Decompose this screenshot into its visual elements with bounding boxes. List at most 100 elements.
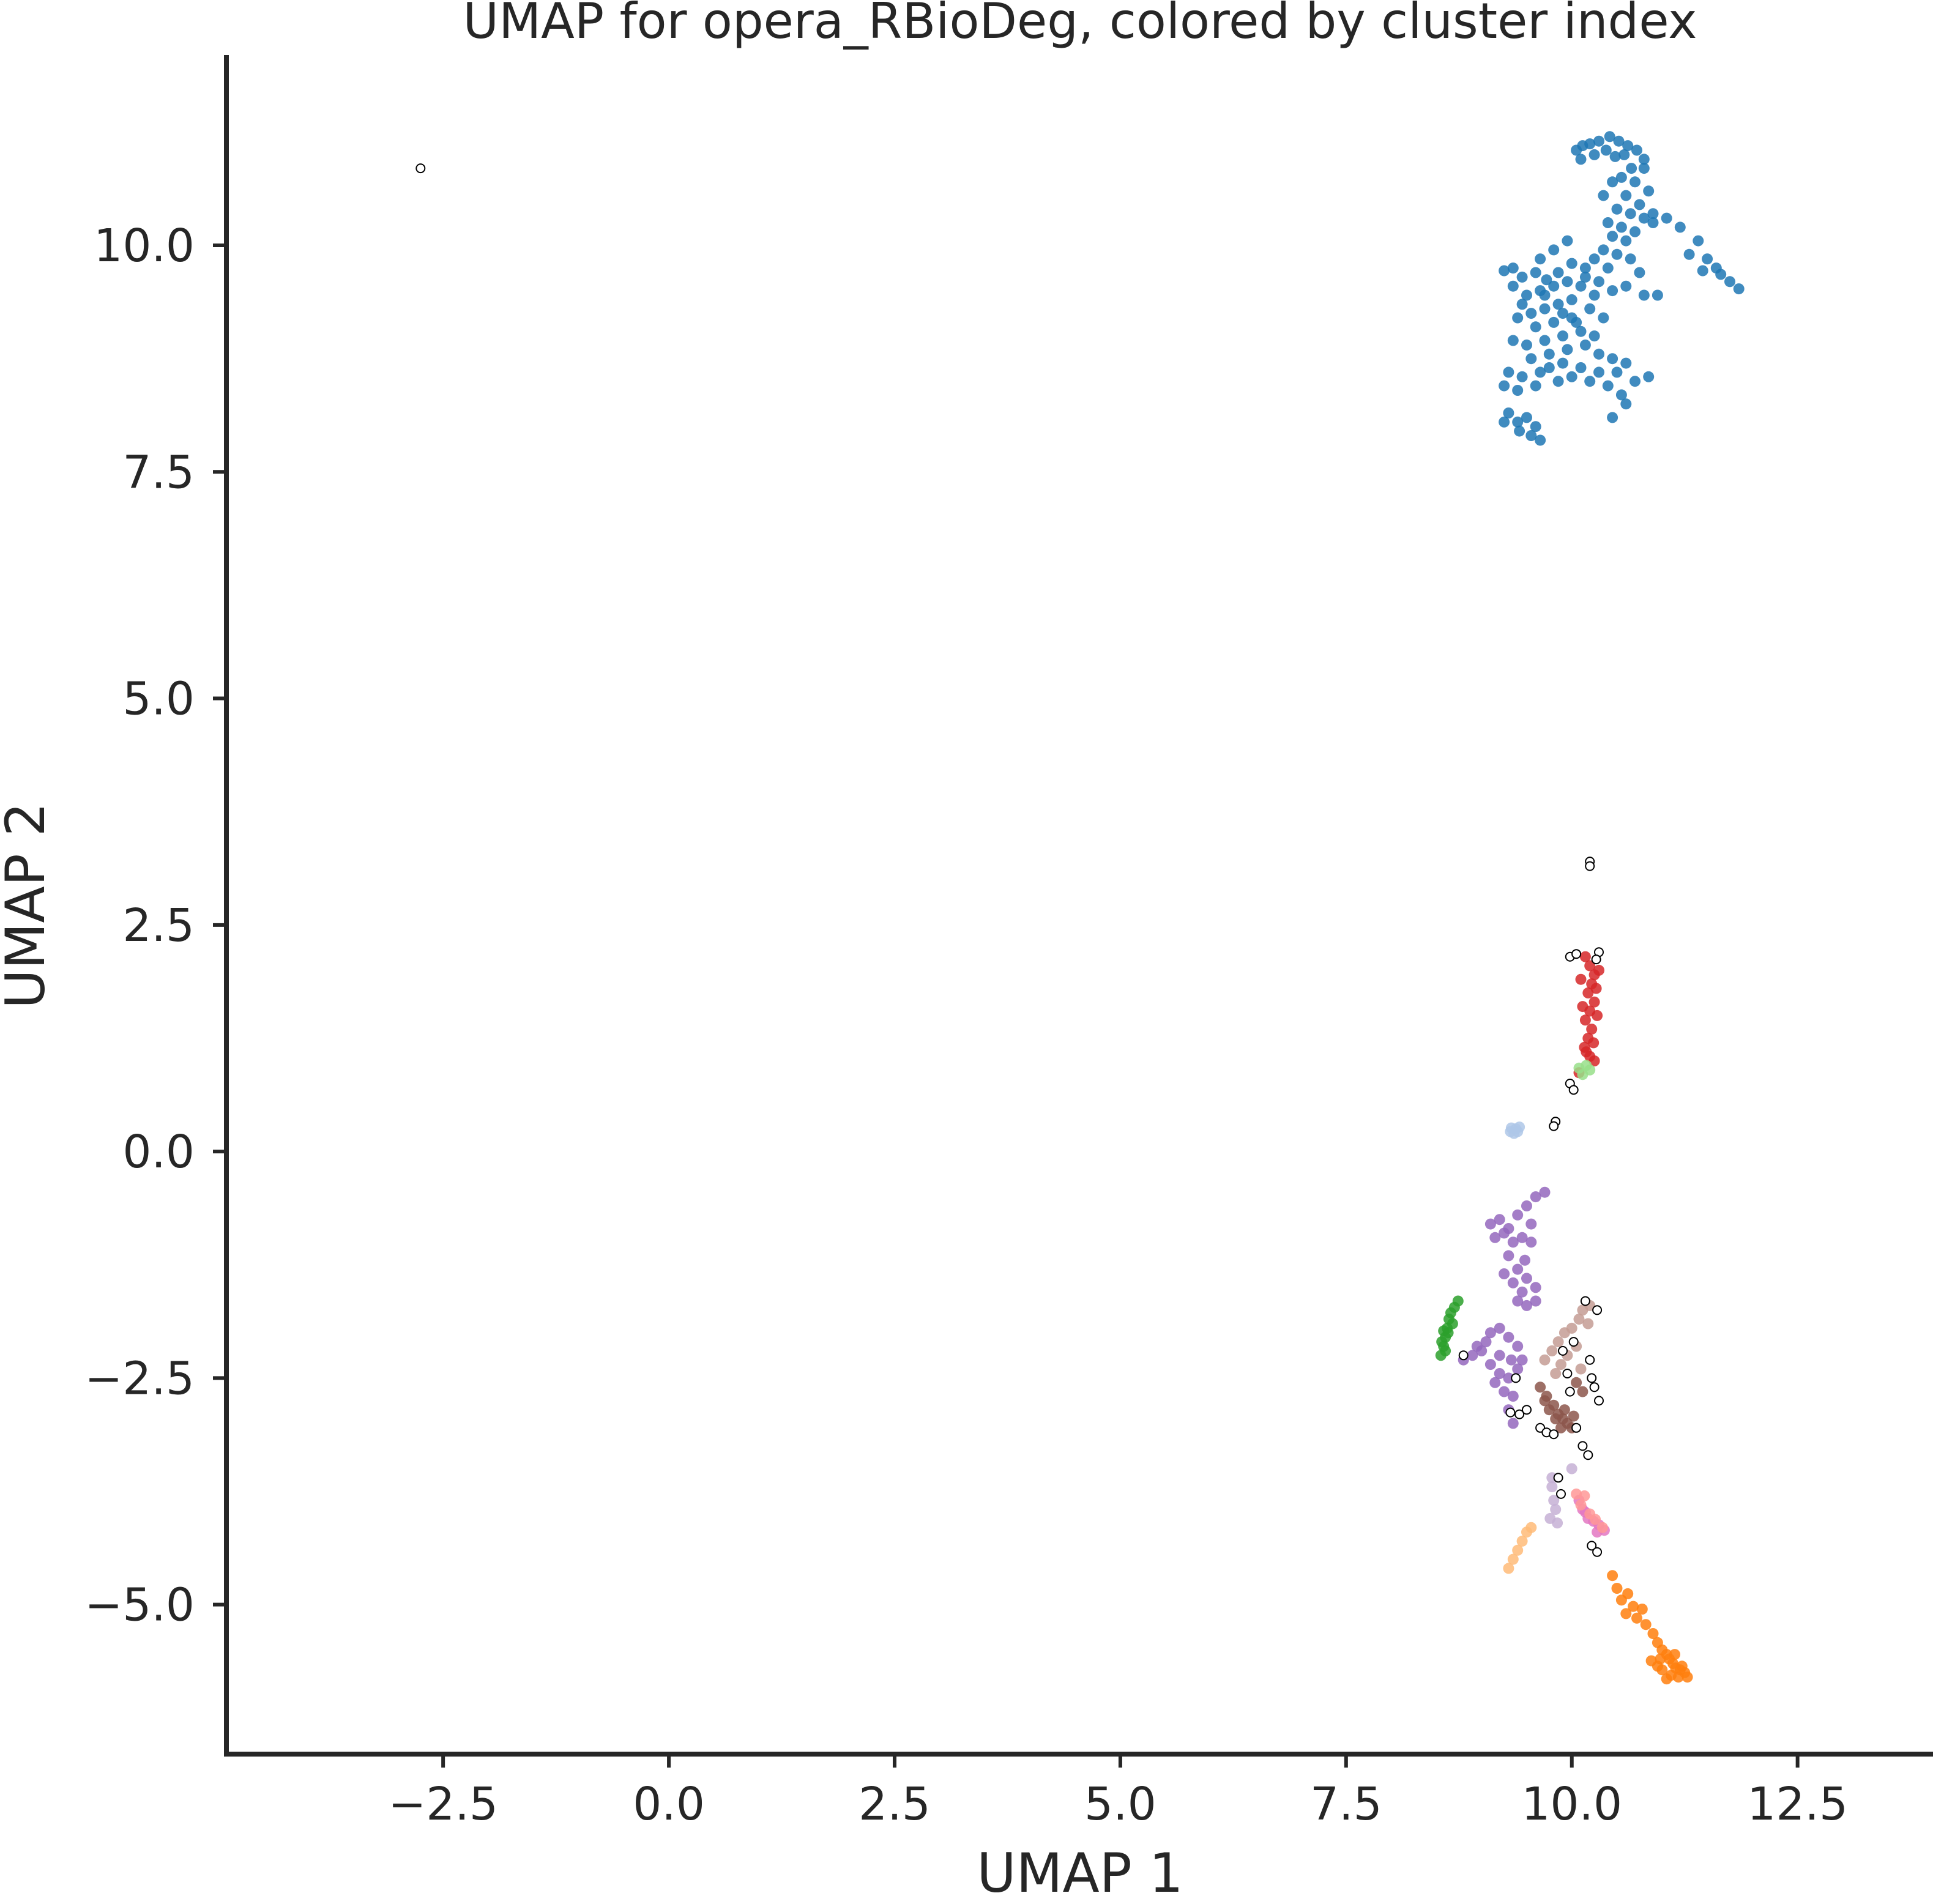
scatter-point-unclustered xyxy=(1549,1429,1559,1440)
scatter-point xyxy=(1620,190,1632,201)
scatter-point xyxy=(1582,1318,1594,1329)
scatter-point xyxy=(1521,1273,1532,1284)
scatter-point xyxy=(1588,289,1600,301)
scatter-point xyxy=(1516,1232,1528,1243)
scatter-point xyxy=(1643,371,1655,382)
scatter-point xyxy=(1507,1236,1519,1248)
scatter-point xyxy=(1566,371,1577,382)
scatter-point xyxy=(1535,366,1546,378)
scatter-point xyxy=(1631,1612,1642,1624)
scatter-point xyxy=(1530,267,1541,278)
scatter-series xyxy=(1571,1488,1608,1533)
x-ticks: −2.5 0.0 2.5 5.0 7.5 10.0 12.5 xyxy=(388,1754,1848,1831)
scatter-point xyxy=(1438,1325,1450,1337)
scatter-point xyxy=(1539,303,1551,314)
scatter-point xyxy=(1507,262,1519,274)
scatter-point xyxy=(1525,1522,1537,1533)
scatter-point xyxy=(1548,316,1560,328)
axes-layer xyxy=(224,55,1933,1757)
scatter-point xyxy=(1535,1382,1546,1393)
scatter-series xyxy=(1503,1522,1537,1574)
scatter-point xyxy=(1579,271,1591,283)
scatter-point-unclustered xyxy=(1562,1369,1573,1378)
scatter-point xyxy=(1512,416,1524,428)
scatter-point xyxy=(1575,280,1587,292)
scatter-point xyxy=(1611,1583,1623,1594)
scatter-point xyxy=(1546,1481,1558,1493)
scatter-point xyxy=(1507,335,1519,346)
scatter-point xyxy=(1620,398,1632,410)
scatter-point xyxy=(1636,1604,1648,1615)
points-layer xyxy=(415,131,1745,1685)
scatter-point xyxy=(1579,262,1591,274)
scatter-point xyxy=(1539,289,1551,301)
scatter-point-unclustered xyxy=(1585,861,1595,871)
scatter-point xyxy=(1530,1191,1541,1203)
scatter-point xyxy=(1573,1314,1585,1325)
scatter-point xyxy=(1593,348,1604,360)
scatter-point xyxy=(1557,357,1568,369)
scatter-point-unclustered xyxy=(1571,1422,1582,1433)
scatter-point xyxy=(1611,203,1623,215)
scatter-point xyxy=(1503,1250,1514,1262)
scatter-point xyxy=(1638,212,1650,224)
scatter-point xyxy=(1571,1377,1582,1388)
scatter-point xyxy=(1600,144,1612,156)
scatter-point xyxy=(1655,1653,1666,1665)
scatter-point xyxy=(1507,1277,1519,1289)
scatter-point xyxy=(1471,1341,1483,1352)
scatter-point xyxy=(1581,1046,1592,1058)
scatter-point xyxy=(1625,253,1636,265)
scatter-point xyxy=(1539,1354,1551,1366)
scatter-series xyxy=(1499,131,1745,446)
x-tick-label: −2.5 xyxy=(388,1778,498,1831)
scatter-point xyxy=(1593,366,1604,378)
scatter-point xyxy=(1647,1628,1659,1639)
scatter-point xyxy=(1631,144,1642,156)
scatter-point xyxy=(1577,1001,1588,1013)
scatter-point-unclustered xyxy=(1577,1441,1588,1451)
scatter-point xyxy=(1507,280,1519,292)
scatter-point xyxy=(1552,1336,1564,1348)
scatter-point-unclustered xyxy=(1583,1450,1593,1460)
scatter-point xyxy=(1503,1372,1514,1384)
scatter-point-unclustered xyxy=(1580,1296,1590,1306)
scatter-point xyxy=(1615,389,1627,401)
scatter-point xyxy=(1586,1024,1598,1035)
scatter-point xyxy=(1507,1553,1519,1565)
scatter-point xyxy=(1447,1318,1458,1329)
scatter-point xyxy=(1562,235,1573,247)
scatter-series xyxy=(1458,1186,1551,1429)
scatter-point xyxy=(1484,1359,1496,1370)
scatter-point xyxy=(1535,253,1546,265)
x-tick-label: 7.5 xyxy=(1310,1778,1382,1831)
scatter-point-unclustered xyxy=(1553,1473,1563,1483)
scatter-point-unclustered xyxy=(1592,1547,1603,1557)
scatter-point xyxy=(1552,267,1564,278)
scatter-point xyxy=(1499,380,1510,392)
scatter-point xyxy=(1521,1300,1532,1311)
scatter-point xyxy=(1503,366,1514,378)
scatter-point xyxy=(1521,1200,1532,1211)
scatter-point-unclustered xyxy=(1594,1396,1604,1406)
scatter-point-unclustered xyxy=(1571,949,1582,959)
scatter-point-unclustered xyxy=(1585,1355,1595,1365)
scatter-point xyxy=(1615,221,1627,233)
scatter-point xyxy=(1484,1327,1496,1339)
scatter-point xyxy=(1512,1544,1524,1556)
scatter-point xyxy=(1634,267,1645,278)
scatter-point xyxy=(1516,1286,1528,1298)
scatter-series xyxy=(1505,1121,1525,1139)
scatter-point xyxy=(1579,339,1591,351)
scatter-point xyxy=(1512,385,1524,396)
scatter-point-unclustered xyxy=(1505,1407,1516,1418)
scatter-point xyxy=(1626,163,1637,174)
x-tick-label: 5.0 xyxy=(1084,1778,1156,1831)
scatter-point xyxy=(1584,960,1596,972)
scatter-point xyxy=(1724,276,1735,288)
scatter-point xyxy=(1584,303,1596,314)
scatter-point xyxy=(1613,135,1625,147)
scatter-point xyxy=(1546,1345,1558,1356)
scatter-point xyxy=(1593,135,1604,147)
scatter-point-unclustered xyxy=(1458,1350,1469,1361)
